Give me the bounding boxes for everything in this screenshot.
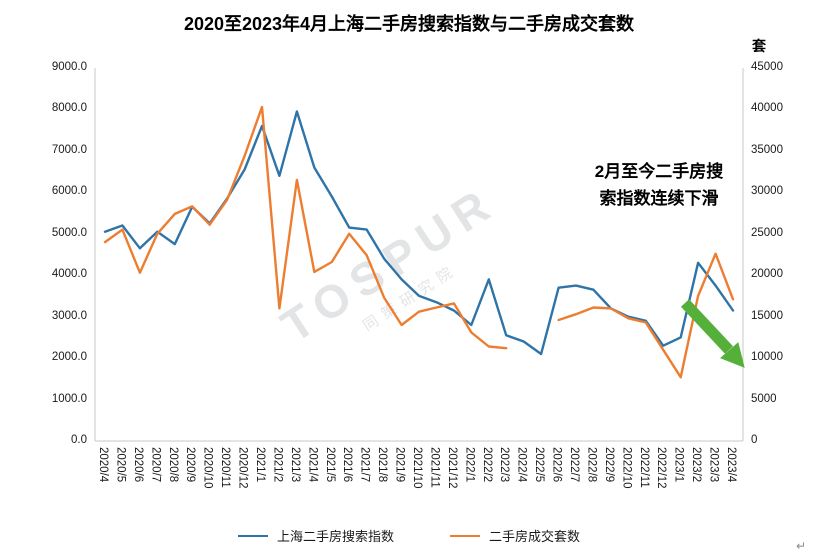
annotation-line-2: 索指数连续下滑 — [599, 189, 719, 209]
x-axis-label: 2023/2 — [690, 447, 703, 483]
y-left-tick: 3000.0 — [51, 309, 87, 322]
axes — [94, 68, 744, 442]
x-axis-label: 2020/8 — [166, 447, 179, 483]
x-axis-label: 2021/5 — [323, 447, 336, 483]
x-axis-label: 2020/10 — [201, 447, 214, 489]
x-axis-label: 2021/8 — [376, 447, 389, 483]
y-left-tick: 5000.0 — [51, 226, 87, 239]
y-right-tick: 20000 — [751, 268, 783, 281]
x-axis-label: 2022/7 — [568, 447, 580, 483]
x-axis-label: 2022/9 — [602, 447, 615, 483]
x-axis-label: 2022/8 — [585, 447, 598, 483]
x-axis-label: 2022/12 — [655, 447, 668, 489]
y-right-tick: 35000 — [751, 143, 783, 156]
y-right-tick: 0 — [751, 434, 758, 446]
x-axis-label: 2020/9 — [184, 447, 197, 483]
x-axis-label: 2022/4 — [515, 447, 528, 483]
x-axis-label: 2022/5 — [533, 447, 546, 483]
annotation-line-1: 2月至今二手房搜 — [594, 162, 724, 181]
x-axis-label: 2021/9 — [393, 447, 406, 483]
legend-item-search-index: 上海二手房搜索指数 — [237, 526, 394, 545]
return-glyph: ↵ — [795, 539, 806, 553]
search-index-line — [103, 110, 735, 356]
y-right-tick: 30000 — [751, 185, 783, 198]
y-left-tick: 6000.0 — [51, 185, 87, 198]
x-axis-label: 2021/11 — [428, 447, 441, 488]
x-axis-label: 2020/5 — [114, 447, 127, 483]
x-axis-label: 2020/6 — [131, 447, 144, 483]
legend-label-deals: 二手房成交套数 — [489, 529, 581, 544]
y-right-tick: 45000 — [751, 61, 783, 73]
x-axis-label: 2023/1 — [672, 447, 685, 483]
x-axis-label: 2021/3 — [288, 447, 301, 483]
deals-line — [103, 105, 735, 379]
y-right-tick: 40000 — [751, 102, 783, 115]
x-axis-label: 2022/2 — [480, 447, 493, 483]
y-left-tick: 7000.0 — [51, 143, 87, 156]
legend-label-search-index: 上海二手房搜索指数 — [276, 529, 394, 544]
x-axis-label: 2021/6 — [341, 447, 354, 483]
chart-title: 2020至2023年4月上海二手房搜索指数与二手房成交套数 — [183, 14, 635, 34]
x-axis-label: 2021/4 — [306, 447, 319, 483]
x-axis-label: 2020/7 — [149, 447, 162, 483]
x-axis-label: 2021/2 — [271, 447, 284, 483]
legend-line-swatch-blue — [237, 534, 268, 537]
y-left-tick: 8000.0 — [51, 102, 87, 115]
annotation-callout: 2月至今二手房搜 索指数连续下滑 — [552, 158, 766, 212]
y-right-tick: 25000 — [751, 226, 783, 239]
y-right-tick: 5000 — [751, 392, 777, 405]
legend: 上海二手房搜索指数 二手房成交套数 — [0, 526, 818, 545]
y-right-tick: 10000 — [751, 351, 783, 364]
y-right-tick: 15000 — [751, 309, 783, 322]
x-axis-label: 2020/11 — [219, 447, 232, 488]
x-axis-label: 2021/10 — [411, 447, 423, 489]
y-left-tick: 9000.0 — [51, 61, 87, 73]
x-axis-label: 2020/4 — [97, 447, 109, 483]
y-left-tick: 2000.0 — [51, 351, 87, 364]
right-axis-unit-label: 套 — [752, 38, 766, 54]
y-left-tick: 4000.0 — [51, 268, 87, 281]
x-axis-label: 2021/7 — [358, 447, 371, 483]
x-axis-label: 2023/4 — [725, 447, 737, 483]
decline-arrow — [680, 299, 745, 368]
x-axis-label: 2022/3 — [498, 447, 511, 483]
x-axis-label: 2023/3 — [707, 447, 720, 483]
y-left-tick: 1000.0 — [51, 392, 87, 405]
x-axis-label: 2021/1 — [254, 447, 266, 483]
x-axis-label: 2022/6 — [550, 447, 563, 483]
x-axis-label: 2022/1 — [463, 447, 476, 483]
legend-item-deals: 二手房成交套数 — [450, 526, 580, 545]
x-axis-label: 2022/11 — [637, 447, 650, 488]
y-left-tick: 0.0 — [71, 434, 87, 446]
x-axis-label: 2021/12 — [445, 447, 458, 489]
x-axis-label: 2020/12 — [236, 447, 249, 489]
legend-line-swatch-orange — [450, 534, 480, 537]
x-axis-label: 2022/10 — [620, 447, 633, 489]
